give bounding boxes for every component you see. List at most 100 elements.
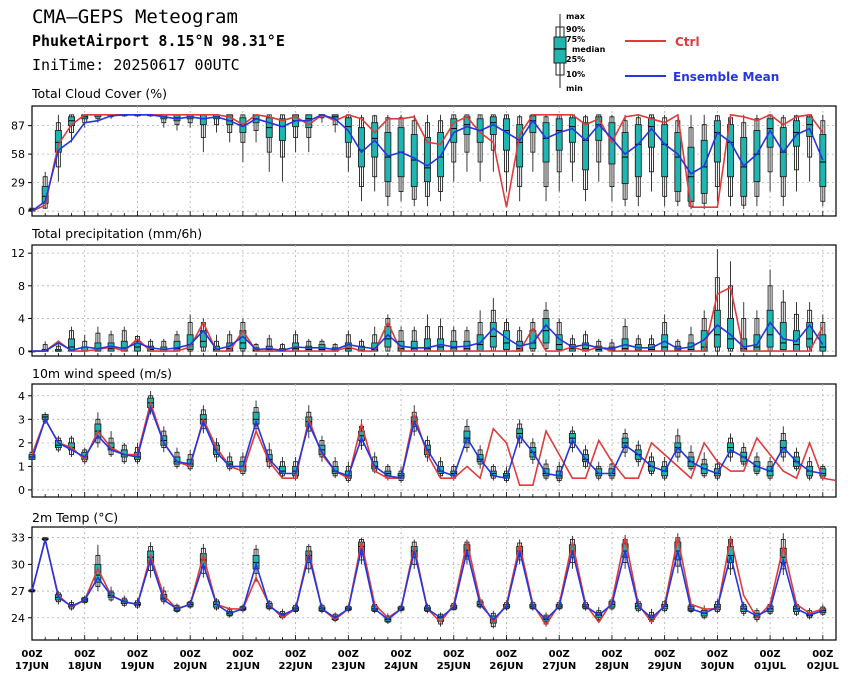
x-tick-label-date: 23JUN xyxy=(331,661,365,672)
y-tick-label: 8 xyxy=(18,280,25,293)
panel-frame xyxy=(31,244,837,357)
ensemble-box xyxy=(371,114,379,192)
box-25-75 xyxy=(674,132,682,192)
ensemble-box xyxy=(753,114,761,207)
ensemble-box xyxy=(213,438,220,462)
x-tick-label-date: 02JUL xyxy=(807,661,840,672)
ensemble-box xyxy=(766,269,774,352)
x-tick-label-time: 00Z xyxy=(760,649,781,660)
box-25-75 xyxy=(555,334,563,350)
ensemble-box xyxy=(819,114,827,207)
box-25-75 xyxy=(713,120,721,163)
box-25-75 xyxy=(766,309,774,348)
x-tick-label-date: 19JUN xyxy=(120,661,154,672)
x-tick-label-time: 00Z xyxy=(390,649,411,660)
legend-box-label: median xyxy=(572,45,606,54)
ensemble-box xyxy=(727,433,735,462)
y-tick-label: 0 xyxy=(18,205,25,218)
ensemble-box xyxy=(700,114,708,210)
x-tick-label-time: 00Z xyxy=(601,649,622,660)
x-tick-label-time: 00Z xyxy=(338,649,359,660)
ensemble-box xyxy=(450,114,458,182)
y-tick-label: 30 xyxy=(11,558,25,571)
ensemble-box xyxy=(489,298,497,352)
panel-title: 2m Temp (°C) xyxy=(32,510,118,525)
x-tick-label-date: 28JUN xyxy=(595,661,629,672)
box-25-75 xyxy=(423,338,431,352)
y-tick-label: 24 xyxy=(11,612,25,625)
box-25-75 xyxy=(621,132,629,185)
ensemble-box xyxy=(503,114,510,192)
ensemble-box xyxy=(634,334,642,352)
init-time-label: IniTime: 20250617 00UTC xyxy=(32,56,240,74)
box-25-75 xyxy=(133,340,141,352)
x-tick-label-date: 27JUN xyxy=(542,661,576,672)
panel-title: Total Cloud Cover (%) xyxy=(31,86,167,101)
legend-box-25-75 xyxy=(553,36,567,64)
ensemble-mean-line xyxy=(31,113,824,212)
legend-box-label: 90% xyxy=(566,25,585,34)
y-tick-label: 0 xyxy=(18,484,25,497)
box-25-75 xyxy=(806,116,814,137)
ensemble-box xyxy=(252,400,260,434)
ensemble-box xyxy=(54,342,62,352)
ensemble-box xyxy=(608,114,616,202)
ensemble-mean-line xyxy=(31,404,823,480)
y-tick-label: 2 xyxy=(18,437,25,450)
ensemble-box xyxy=(476,114,484,182)
ensemble-box xyxy=(793,114,800,192)
legend-box-label: 10% xyxy=(566,70,585,79)
box-25-75 xyxy=(819,334,827,352)
legend-box-label: 25% xyxy=(566,55,585,64)
ensemble-box xyxy=(687,445,695,472)
box-25-75 xyxy=(516,124,524,168)
ensemble-box xyxy=(555,318,563,352)
panel-1: Total Cloud Cover (%) 0 29 58 87 xyxy=(11,86,837,218)
box-25-75 xyxy=(410,340,418,352)
ensemble-box xyxy=(819,314,827,352)
x-tick-label-date: 21JUN xyxy=(226,661,260,672)
ensemble-box xyxy=(410,114,418,207)
x-tick-label-time: 00Z xyxy=(232,649,253,660)
box-25-75 xyxy=(542,122,550,163)
ensemble-box xyxy=(648,334,655,352)
ensemble-box xyxy=(779,114,787,207)
panel-2: Total precipitation (mm/6h) 0 4 8 12 xyxy=(11,226,837,358)
ensemble-box xyxy=(503,318,510,352)
location-label: PhuketAirport 8.15°N 98.31°E xyxy=(32,32,285,50)
ensemble-box xyxy=(582,330,590,352)
ensemble-box xyxy=(700,452,708,479)
ensemble-mean-line xyxy=(32,321,824,352)
y-tick-label: 29 xyxy=(11,177,25,190)
ensemble-box xyxy=(463,114,471,172)
box-25-75 xyxy=(753,334,761,352)
y-tick-label: 4 xyxy=(18,390,25,403)
x-tick-label-time: 00Z xyxy=(285,649,306,660)
ensemble-box xyxy=(779,289,787,352)
x-tick-label-time: 00Z xyxy=(74,649,95,660)
y-tick-label: 1 xyxy=(18,460,25,473)
y-tick-label: 87 xyxy=(11,120,25,133)
ensemble-box xyxy=(94,326,102,352)
ensemble-box xyxy=(423,314,431,352)
ensemble-box xyxy=(674,114,682,207)
panel-title: Total precipitation (mm/6h) xyxy=(31,226,202,241)
ensemble-box xyxy=(463,419,471,453)
legend-box-label: 75% xyxy=(566,35,585,44)
ensemble-box xyxy=(516,114,524,202)
ensemble-box xyxy=(674,428,682,462)
ensemble-box xyxy=(318,338,326,352)
x-tick-label-date: 01JUL xyxy=(754,661,787,672)
ensemble-box xyxy=(173,114,181,131)
box-25-75 xyxy=(582,122,590,171)
box-25-75 xyxy=(766,118,774,148)
y-tick-label: 0 xyxy=(18,345,25,358)
box-25-75 xyxy=(634,124,642,178)
x-tick-label-date: 20JUN xyxy=(173,661,207,672)
legend-box-label: min xyxy=(566,84,583,93)
box-25-75 xyxy=(661,124,669,178)
ensemble-box xyxy=(621,114,629,207)
x-tick-label-date: 30JUN xyxy=(700,661,734,672)
